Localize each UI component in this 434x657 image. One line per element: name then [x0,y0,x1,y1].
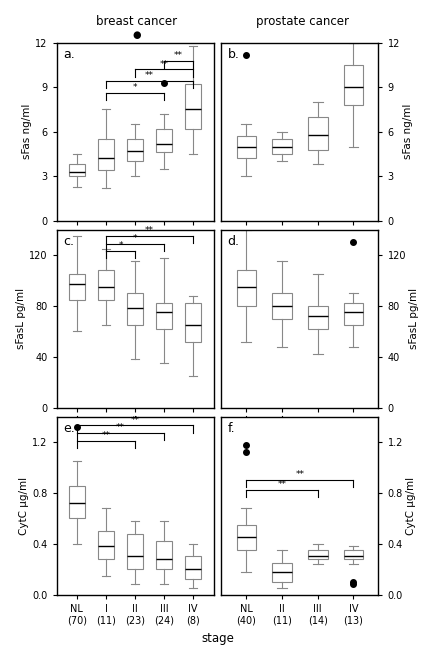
PathPatch shape [307,117,327,150]
Text: **: ** [295,470,304,479]
Text: **: ** [145,226,154,235]
Text: *: * [132,83,137,92]
Text: *: * [315,238,319,247]
Text: **: ** [101,421,110,430]
PathPatch shape [343,304,362,325]
PathPatch shape [69,164,85,176]
Text: **: ** [101,238,110,247]
Y-axis label: sFas ng/ml: sFas ng/ml [402,104,412,160]
Text: *: * [132,234,137,242]
Text: *: * [261,421,266,430]
Y-axis label: sFas ng/ml: sFas ng/ml [22,104,32,160]
Text: f.: f. [227,422,235,435]
PathPatch shape [307,306,327,328]
Y-axis label: sFasL pg/ml: sFasL pg/ml [408,288,418,350]
Text: **: ** [130,416,139,424]
Text: stage: stage [201,632,233,645]
PathPatch shape [127,139,143,162]
Text: **: ** [130,439,139,448]
PathPatch shape [272,293,291,319]
PathPatch shape [272,563,291,582]
PathPatch shape [127,293,143,325]
Text: *: * [118,241,122,250]
PathPatch shape [156,304,172,328]
Text: **: ** [116,430,125,439]
Text: b.: b. [227,48,239,61]
Text: c.: c. [62,235,74,248]
PathPatch shape [236,525,256,550]
PathPatch shape [343,65,362,105]
PathPatch shape [272,139,291,154]
Text: **: ** [277,480,286,489]
PathPatch shape [98,531,114,559]
PathPatch shape [69,274,85,300]
PathPatch shape [343,550,362,559]
Text: ●: ● [132,30,141,40]
Text: **: ** [277,430,286,439]
Text: a.: a. [62,48,74,61]
PathPatch shape [156,541,172,569]
Text: prostate cancer: prostate cancer [255,15,348,28]
Text: e.: e. [62,422,74,435]
Text: **: ** [295,248,304,257]
Text: breast cancer: breast cancer [96,15,177,28]
Y-axis label: sFasL pg/ml: sFasL pg/ml [16,288,26,350]
Text: **: ** [174,51,183,60]
PathPatch shape [185,84,201,129]
PathPatch shape [185,556,201,579]
PathPatch shape [98,270,114,300]
PathPatch shape [236,136,256,158]
Y-axis label: CytC μg/ml: CytC μg/ml [404,476,414,535]
PathPatch shape [69,486,85,518]
Text: **: ** [159,60,168,68]
PathPatch shape [185,304,201,342]
PathPatch shape [156,129,172,152]
PathPatch shape [236,270,256,306]
Text: **: ** [116,423,125,432]
Text: **: ** [116,248,125,257]
Y-axis label: CytC μg/ml: CytC μg/ml [20,476,30,535]
Text: d.: d. [227,235,239,248]
PathPatch shape [307,550,327,559]
PathPatch shape [127,533,143,569]
PathPatch shape [98,139,114,170]
Text: **: ** [130,259,139,267]
Text: **: ** [101,431,110,440]
Text: **: ** [145,72,154,80]
